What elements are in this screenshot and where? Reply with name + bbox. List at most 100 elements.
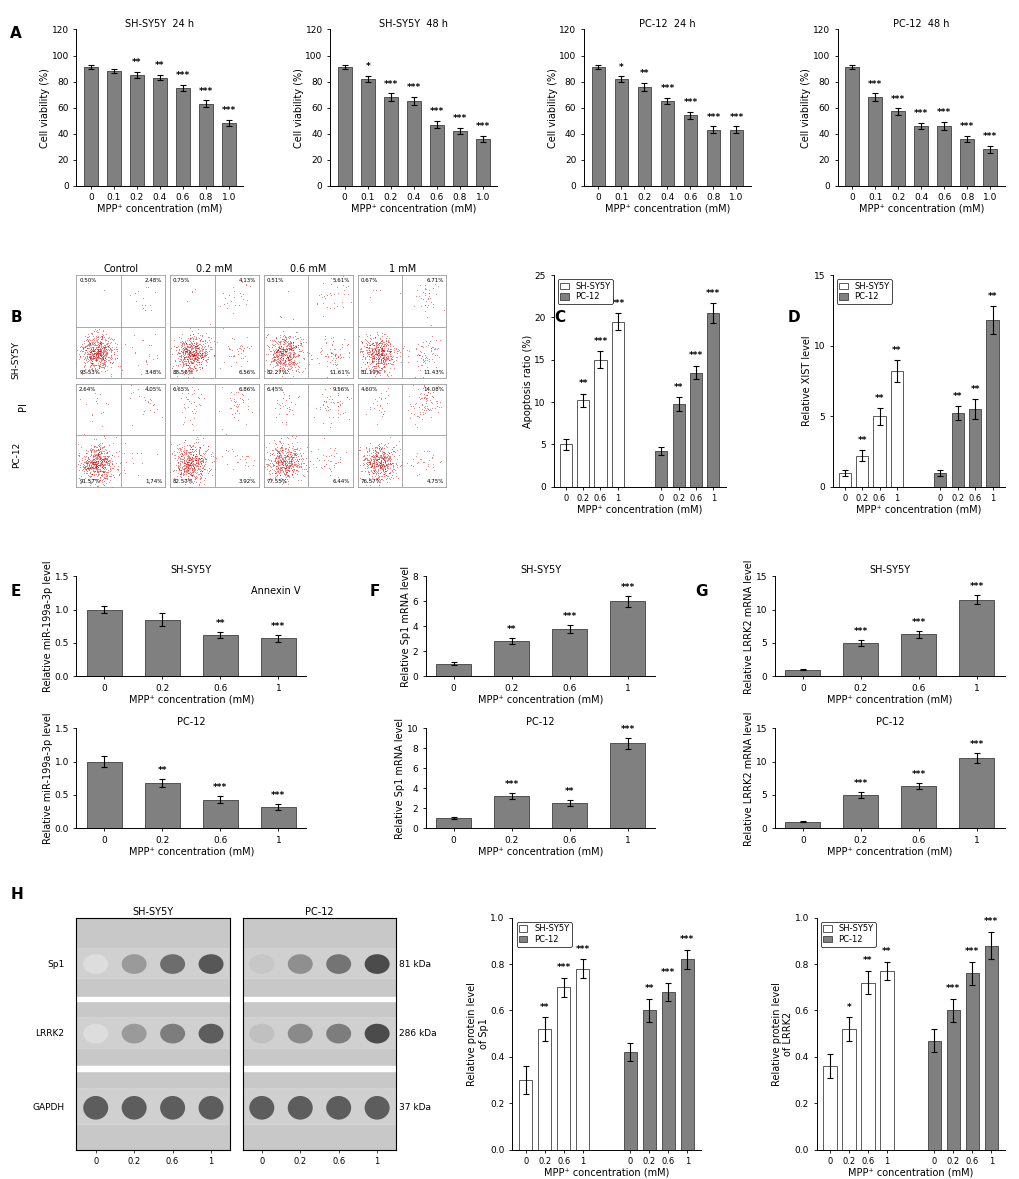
Point: [365, 452, 381, 470]
Point: [429, 402, 445, 421]
Ellipse shape: [84, 1096, 108, 1120]
Point: [359, 446, 375, 465]
Point: [283, 343, 300, 362]
Point: [280, 329, 297, 348]
Bar: [843, 643, 877, 677]
Point: [374, 456, 390, 475]
Point: [170, 362, 186, 381]
Point: [182, 353, 199, 371]
Point: [272, 472, 288, 490]
Point: [82, 334, 98, 353]
Point: [172, 439, 189, 457]
Point: [290, 363, 307, 382]
Point: [270, 332, 286, 351]
Point: [313, 341, 329, 360]
Point: [79, 274, 96, 292]
Point: [180, 344, 197, 363]
Point: [99, 334, 115, 353]
Point: [365, 443, 381, 462]
Point: [265, 446, 281, 465]
Point: [86, 452, 102, 470]
Point: [179, 356, 196, 375]
Point: [180, 454, 197, 473]
Point: [198, 342, 214, 361]
Point: [189, 461, 205, 480]
Point: [203, 447, 219, 466]
Point: [370, 341, 386, 360]
Point: [179, 336, 196, 355]
Text: ***: ***: [705, 113, 719, 121]
Point: [86, 437, 102, 456]
Point: [398, 454, 415, 473]
Point: [142, 474, 158, 493]
Point: [96, 455, 112, 474]
Point: [179, 351, 196, 370]
Point: [75, 338, 92, 357]
Point: [274, 383, 290, 402]
Point: [375, 462, 391, 481]
Point: [92, 442, 108, 461]
Point: [270, 446, 286, 465]
Point: [73, 449, 90, 468]
Point: [273, 452, 289, 470]
Point: [172, 463, 189, 482]
Point: [69, 340, 86, 358]
Point: [200, 436, 216, 455]
Point: [274, 470, 290, 489]
Point: [83, 465, 99, 483]
Point: [181, 341, 198, 360]
Point: [181, 444, 198, 463]
Point: [135, 289, 151, 308]
Point: [186, 349, 203, 368]
Point: [183, 350, 200, 369]
Point: [280, 317, 297, 336]
Text: ***: ***: [867, 80, 881, 88]
Point: [183, 402, 200, 421]
Point: [95, 347, 111, 365]
Point: [198, 351, 214, 370]
Point: [239, 353, 256, 371]
Point: [278, 443, 294, 462]
Point: [187, 355, 204, 374]
Point: [182, 345, 199, 364]
Point: [97, 335, 113, 354]
Point: [183, 336, 200, 355]
Point: [276, 461, 292, 480]
Point: [82, 450, 98, 469]
Point: [229, 453, 246, 472]
Point: [102, 364, 118, 383]
Point: [267, 449, 283, 468]
Point: [178, 453, 195, 472]
Point: [94, 437, 110, 456]
Bar: [361, 79, 374, 186]
Point: [423, 341, 439, 360]
Point: [185, 334, 202, 353]
Point: [360, 343, 376, 362]
Point: [366, 342, 382, 361]
Point: [71, 446, 88, 465]
Point: [369, 350, 385, 369]
Point: [184, 347, 201, 365]
Point: [192, 463, 208, 482]
Point: [312, 480, 328, 499]
Point: [370, 461, 386, 480]
Point: [74, 340, 91, 358]
Point: [181, 360, 198, 378]
Point: [84, 360, 100, 378]
Point: [374, 351, 390, 370]
Point: [286, 354, 303, 373]
Point: [282, 444, 299, 463]
Point: [289, 440, 306, 459]
Point: [90, 457, 106, 476]
Point: [279, 457, 296, 476]
Point: [282, 358, 299, 377]
Point: [97, 348, 113, 367]
Point: [172, 345, 189, 364]
Point: [271, 334, 287, 353]
Point: [414, 337, 430, 356]
Point: [90, 455, 106, 474]
Point: [281, 350, 298, 369]
Point: [169, 457, 185, 476]
Point: [182, 437, 199, 456]
Point: [179, 441, 196, 460]
